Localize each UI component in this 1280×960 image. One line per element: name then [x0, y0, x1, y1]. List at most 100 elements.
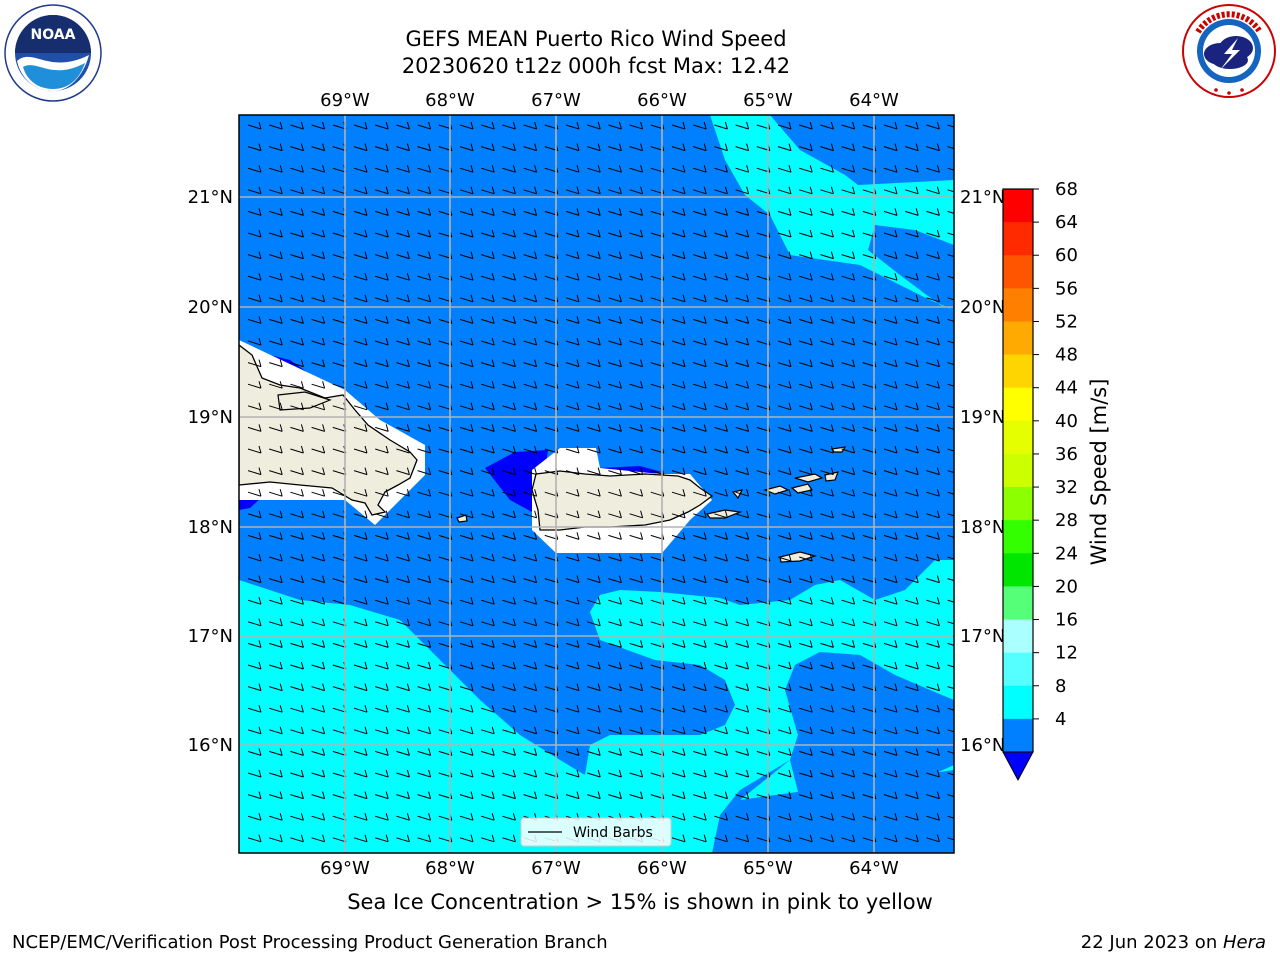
wind-barb: [502, 294, 516, 303]
wind-barb: [565, 251, 580, 260]
wind-barb: [714, 532, 728, 540]
wind-barb: [353, 813, 368, 821]
wind-barb: [311, 359, 326, 368]
wind-barb: [375, 424, 389, 432]
wind-barb: [671, 661, 686, 670]
wind-barb: [714, 813, 728, 821]
wind-barb: [671, 575, 686, 584]
wind-barb: [375, 726, 389, 735]
wind-barb: [693, 532, 707, 540]
wind-barb: [926, 402, 940, 411]
wind-barb: [777, 575, 792, 584]
colorbar-segment: [1003, 453, 1033, 488]
wind-barb: [587, 510, 601, 519]
wind-barb: [799, 381, 813, 389]
wind-barb: [714, 251, 728, 260]
colorbar-segment: [1003, 321, 1033, 356]
wind-barb: [777, 834, 792, 843]
wind-barb: [777, 445, 792, 454]
wind-barb: [629, 640, 644, 648]
wind-barb: [905, 143, 919, 152]
wind-barb: [841, 532, 856, 540]
wind-barb: [269, 683, 283, 692]
wind-barb: [777, 510, 792, 519]
wind-barb: [735, 273, 750, 281]
wind-barb: [417, 273, 432, 281]
colorbar-label: Wind Speed [m/s]: [1087, 379, 1111, 566]
colorbar-tick-label: 20: [1055, 576, 1078, 597]
wind-barb: [735, 424, 750, 432]
wind-barb: [841, 402, 856, 411]
wind-barb: [714, 705, 728, 713]
wind-barb: [714, 640, 728, 648]
wind-barb: [841, 661, 856, 670]
colorbar-segment: [1003, 685, 1033, 720]
wind-barb: [417, 510, 432, 519]
wind-barb: [481, 381, 495, 389]
wind-barb: [947, 340, 954, 344]
wind-barb: [565, 143, 580, 152]
wind-barb: [311, 813, 326, 821]
wind-barb: [905, 186, 919, 195]
wind-barb: [799, 251, 813, 260]
lon-label-top: 68°W: [425, 90, 475, 111]
wind-barb: [735, 618, 750, 627]
wind-barb: [820, 834, 834, 843]
wind-barb: [926, 813, 940, 821]
wind-barb: [671, 726, 686, 735]
wind-barb: [396, 294, 410, 303]
wind-barb: [311, 229, 326, 238]
wind-barb: [883, 532, 898, 540]
wind-barb: [565, 532, 580, 540]
wind-barb: [629, 661, 644, 670]
wind-barb: [459, 489, 474, 497]
wind-barb: [799, 532, 813, 540]
wind-barb: [565, 661, 580, 670]
wind-barb: [671, 229, 686, 238]
wind-barb: [714, 467, 728, 476]
wind-barb: [375, 381, 389, 389]
wind-barb: [735, 359, 750, 368]
wind-barb: [841, 381, 856, 389]
wind-barb: [353, 618, 368, 627]
wind-barb: [459, 251, 474, 260]
wind-barb: [799, 726, 813, 735]
wind-barb: [459, 748, 474, 756]
wind-barb: [735, 337, 750, 346]
wind-barb: [629, 381, 644, 389]
wind-barb: [375, 316, 389, 324]
wind-barb: [396, 597, 410, 605]
wind-barb: [459, 553, 474, 562]
wind-barb: [353, 791, 368, 800]
wind-barb: [587, 121, 601, 130]
wind-barb: [883, 229, 898, 238]
wind-barb: [396, 834, 410, 843]
wind-barb: [799, 316, 813, 324]
wind-barb: [608, 445, 622, 454]
wind-barb: [947, 426, 954, 430]
wind-barb: [735, 532, 750, 540]
wind-barb: [671, 640, 686, 648]
wind-barb: [247, 186, 262, 195]
colorbar-segment: [1003, 354, 1033, 389]
wind-barb: [905, 618, 919, 627]
colorbar-segment: [1003, 222, 1033, 256]
wind-barb: [353, 424, 368, 432]
wind-barb: [353, 597, 368, 605]
wind-barb: [671, 445, 686, 454]
wind-barb: [883, 813, 898, 821]
wind-barb: [671, 251, 686, 260]
wind-barb: [820, 640, 834, 648]
wind-barb: [947, 664, 954, 668]
wind-barb: [502, 273, 516, 281]
wind-barb: [481, 748, 495, 756]
wind-barb: [671, 381, 686, 389]
wind-barb: [481, 489, 495, 497]
wind-barb: [290, 597, 304, 605]
wind-barb: [883, 489, 898, 497]
wind-barb: [777, 769, 792, 778]
wind-barb: [481, 273, 495, 281]
wind-barb: [629, 618, 644, 627]
wind-barb: [777, 597, 792, 605]
wind-barb: [247, 229, 262, 238]
